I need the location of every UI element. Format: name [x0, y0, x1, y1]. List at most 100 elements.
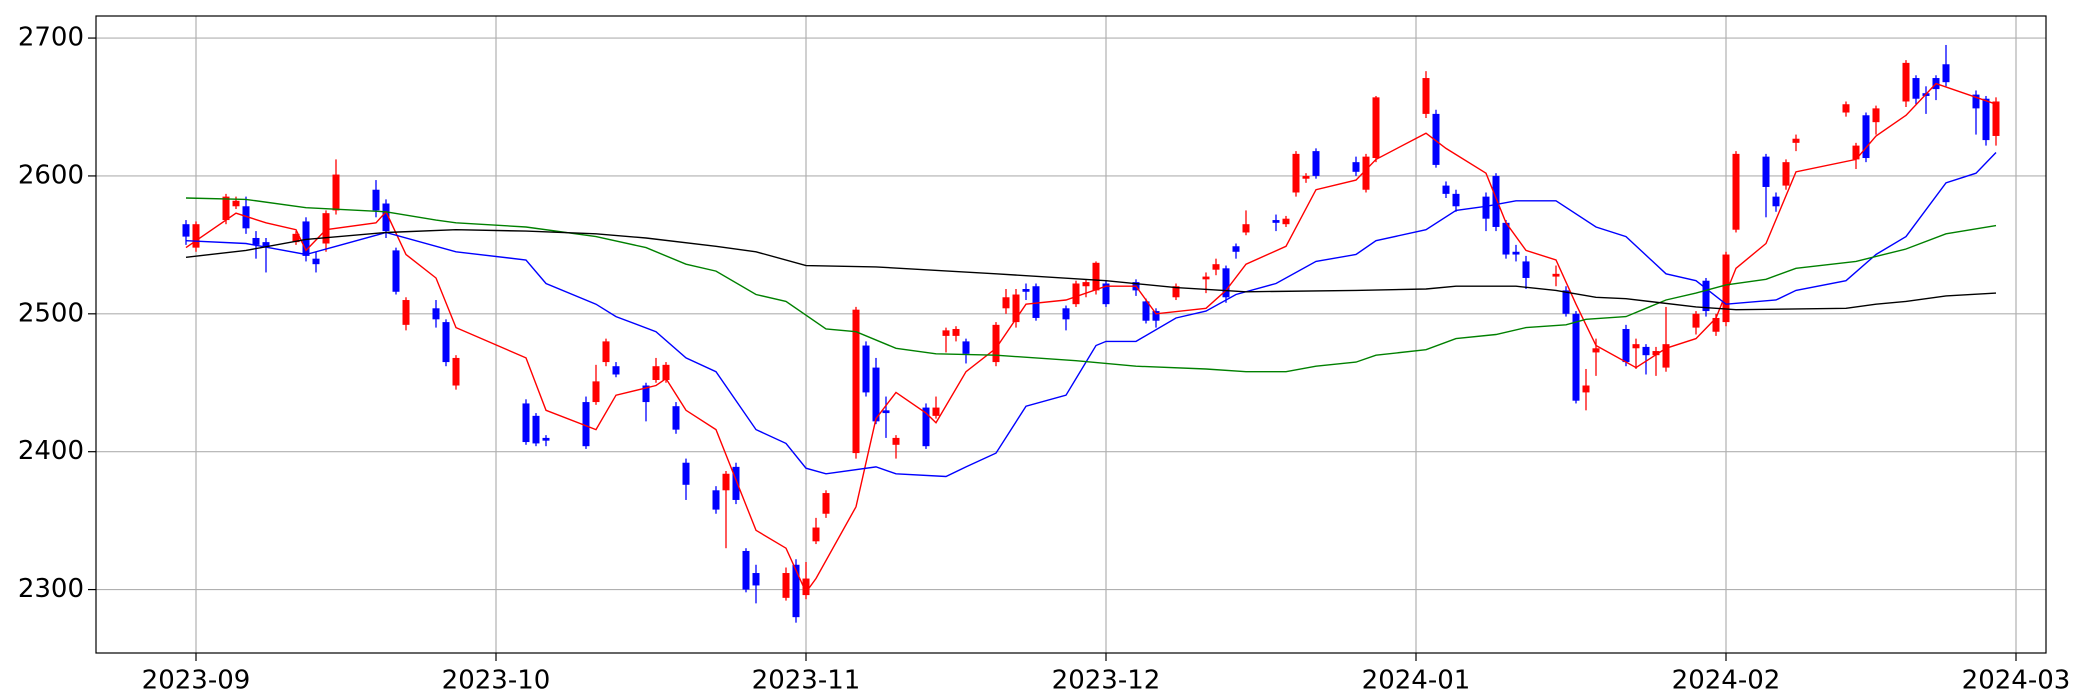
candle-body: [432, 308, 440, 320]
x-tick-label: 2023-10: [442, 666, 551, 696]
candle-body: [372, 189, 380, 211]
candle-body: [752, 573, 760, 586]
candle-body: [592, 381, 600, 403]
candle-body: [1902, 62, 1910, 102]
x-tick-label: 2023-12: [1052, 666, 1161, 696]
y-tick-label: 2600: [18, 160, 84, 190]
moving-average-line: [185, 82, 1997, 594]
candle-body: [222, 196, 230, 221]
candle-body: [792, 564, 800, 618]
candle-body: [782, 573, 790, 598]
candle-body: [1272, 220, 1280, 223]
candle-body: [822, 493, 830, 514]
candle-body: [1992, 101, 2000, 136]
candle-body: [1862, 115, 1870, 159]
candle-body: [1782, 162, 1790, 186]
candle-body: [1512, 251, 1520, 255]
candle-body: [1582, 385, 1590, 393]
candle-body: [1242, 224, 1250, 233]
candle-body: [182, 224, 190, 237]
candle-body: [852, 309, 860, 454]
candle-body: [1352, 162, 1360, 172]
candle-body: [1292, 153, 1300, 193]
candle-body: [1712, 317, 1720, 332]
candle-body: [292, 233, 300, 243]
candle-body: [742, 550, 750, 590]
candle-body: [612, 366, 620, 375]
candle-body: [232, 200, 240, 207]
candle-body: [882, 410, 890, 414]
candle-body: [1642, 346, 1650, 356]
candle-body: [712, 490, 720, 510]
moving-averages: [185, 82, 1997, 594]
candle-body: [1792, 138, 1800, 143]
candle-body: [1212, 264, 1220, 270]
candle-body: [442, 322, 450, 363]
candle-body: [672, 406, 680, 430]
candle-body: [1652, 351, 1660, 356]
candle-body: [1502, 222, 1510, 255]
candles: [182, 44, 2000, 623]
candle-body: [802, 578, 810, 596]
candle-body: [542, 437, 550, 441]
candle-body: [892, 437, 900, 445]
candle-body: [602, 341, 610, 363]
candle-body: [722, 473, 730, 491]
grid: [96, 16, 2046, 653]
candle-body: [1452, 193, 1460, 207]
candle-body: [1942, 64, 1950, 83]
candle-body: [1522, 261, 1530, 278]
candle-body: [1442, 185, 1450, 194]
axes: 2300 2400 2500 2600 2700 2023-09 2023-10 2023-1…: [18, 15, 2071, 696]
candle-body: [1562, 290, 1570, 314]
candle-body: [1022, 289, 1030, 292]
candle-body: [1082, 282, 1090, 287]
candle-body: [1872, 108, 1880, 123]
candle-body: [252, 237, 260, 245]
candle-body: [1312, 151, 1320, 176]
candle-body: [582, 402, 590, 447]
x-tick-label: 2024-02: [1672, 666, 1781, 696]
x-tick-label: 2024-03: [1962, 666, 2071, 696]
candle-body: [1032, 286, 1040, 318]
x-tick-label: 2023-11: [752, 666, 861, 696]
plot-frame: [95, 15, 2047, 654]
candle-body: [732, 466, 740, 500]
candle-body: [532, 415, 540, 444]
candle-body: [1762, 156, 1770, 187]
moving-average-line: [185, 228, 1997, 311]
candle-body: [962, 341, 970, 354]
candle-body: [1482, 196, 1490, 219]
x-tick-label: 2024-01: [1362, 666, 1471, 696]
candle-body: [382, 203, 390, 232]
candle-body: [942, 330, 950, 336]
y-tick-label: 2400: [18, 436, 84, 466]
candle-body: [1972, 94, 1980, 109]
candle-body: [1622, 328, 1630, 363]
candle-body: [262, 242, 270, 248]
candle-body: [1202, 276, 1210, 280]
candle-body: [992, 324, 1000, 363]
x-tick-label: 2023-09: [142, 666, 251, 696]
candle-body: [1632, 344, 1640, 349]
y-tick-label: 2500: [18, 298, 84, 328]
candle-body: [812, 527, 820, 542]
candle-body: [1072, 283, 1080, 305]
candle-body: [682, 462, 690, 485]
candle-body: [1552, 273, 1560, 277]
candle-body: [322, 213, 330, 244]
candle-body: [872, 367, 880, 422]
candle-body: [1302, 175, 1310, 179]
candle-body: [1282, 218, 1290, 225]
candle-body: [1002, 297, 1010, 309]
candle-body: [302, 221, 310, 256]
candle-body: [392, 250, 400, 292]
candle-body: [1592, 348, 1600, 353]
candle-body: [1422, 78, 1430, 114]
candle-body: [1222, 268, 1230, 298]
candle-body: [952, 328, 960, 336]
candle-body: [332, 174, 340, 211]
candle-body: [1102, 283, 1110, 305]
y-tick-label: 2700: [18, 23, 84, 53]
